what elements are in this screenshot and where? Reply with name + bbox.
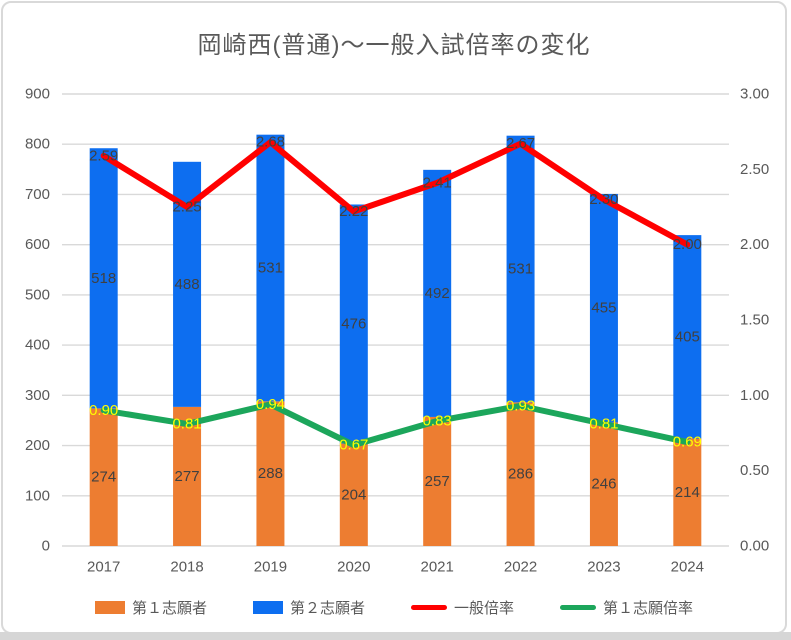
line-data-label: 0.83 [423, 412, 452, 429]
legend-item: 第２志願者 [252, 597, 365, 618]
bar-data-label: 204 [341, 486, 366, 503]
x-axis-category-label: 2023 [587, 559, 620, 576]
right-axis-tick-label: 3.00 [740, 86, 769, 103]
line-data-label: 2.30 [589, 191, 618, 208]
line-data-label: 2.67 [506, 135, 535, 152]
line-data-label: 2.41 [423, 174, 452, 191]
bar-segment-second-choice [89, 148, 118, 409]
x-axis-category-label: 2018 [170, 559, 203, 576]
left-axis-tick-label: 100 [25, 487, 50, 504]
x-axis-category-label: 2020 [337, 559, 370, 576]
bar-segment-first-choice [339, 443, 368, 546]
bar-segment-second-choice [506, 135, 535, 403]
left-axis-tick-label: 600 [25, 236, 50, 253]
bar-data-label: 531 [508, 261, 533, 278]
legend-bar-swatch [252, 601, 283, 614]
line-data-label: 2.25 [172, 199, 201, 216]
right-axis-tick-label: 0.50 [740, 462, 769, 479]
sheet-background-strip [0, 632, 791, 640]
legend-item: 第１志願倍率 [560, 597, 693, 618]
legend-line-swatch [560, 605, 597, 610]
bar-segment-second-choice [423, 169, 452, 417]
chart-legend: 第１志願者 第２志願者 一般倍率 第１志願倍率 [3, 597, 785, 618]
bar-data-label: 214 [675, 484, 700, 501]
bar-data-label: 405 [675, 328, 700, 345]
left-axis-tick-label: 700 [25, 186, 50, 203]
plot-area: 274 518 277 488 288 531 204 476 257 492 286 531 246 4… [25, 86, 769, 576]
right-axis-tick-label: 2.00 [740, 236, 769, 253]
legend-label: 第１志願倍率 [603, 600, 694, 617]
line-data-label: 0.67 [339, 437, 368, 454]
bar-data-label: 257 [425, 473, 450, 490]
x-axis-category-label: 2021 [421, 559, 454, 576]
line-data-label: 2.68 [256, 134, 285, 151]
legend-bar-swatch [94, 601, 125, 614]
left-axis-tick-label: 200 [25, 437, 50, 454]
bar-data-label: 488 [175, 276, 200, 293]
left-axis-tick-label: 0 [42, 538, 50, 555]
bar-data-label: 492 [425, 285, 450, 302]
line-data-label: 0.81 [589, 415, 618, 432]
bar-segment-first-choice [423, 416, 452, 546]
left-axis-tick-label: 900 [25, 86, 50, 103]
x-axis-category-label: 2024 [671, 559, 704, 576]
line-data-label: 2.22 [339, 203, 368, 220]
x-axis-category-label: 2022 [504, 559, 537, 576]
line-data-label: 2.00 [673, 236, 702, 253]
bar-segment-second-choice [589, 193, 618, 423]
right-axis-tick-label: 1.50 [740, 312, 769, 329]
x-axis-category-label: 2019 [254, 559, 287, 576]
bar-data-label: 286 [508, 466, 533, 483]
line-series-general-ratio [100, 139, 691, 248]
bar-data-label: 476 [341, 316, 366, 333]
bar-data-label: 518 [91, 270, 116, 287]
left-axis-tick-label: 300 [25, 387, 50, 404]
bar-data-label: 455 [591, 300, 616, 317]
line-series-first-choice-ratio [100, 401, 691, 449]
right-axis-tick-label: 0.00 [740, 538, 769, 555]
bar-data-label: 274 [91, 469, 116, 486]
x-axis-category-label: 2017 [87, 559, 120, 576]
bar-data-label: 288 [258, 465, 283, 482]
right-axis-tick-label: 2.50 [740, 161, 769, 178]
bar-segment-second-choice [673, 235, 702, 439]
right-axis-tick-label: 1.00 [740, 387, 769, 404]
bar-segment-first-choice [589, 422, 618, 546]
bar-data-label: 246 [591, 476, 616, 493]
legend-label: 一般倍率 [454, 600, 515, 617]
left-axis-tick-label: 400 [25, 337, 50, 354]
left-axis-tick-label: 800 [25, 136, 50, 153]
bar-segment-second-choice [256, 134, 285, 402]
bar-segment-first-choice [173, 406, 202, 546]
line-data-label: 2.59 [89, 147, 118, 164]
legend-line-swatch [411, 605, 447, 610]
legend-item: 一般倍率 [411, 597, 514, 618]
bar-segment-first-choice [673, 438, 702, 546]
line-data-label: 0.93 [506, 397, 535, 414]
legend-label: 第１志願者 [131, 600, 207, 617]
line-data-label: 0.69 [673, 434, 702, 451]
bar-segment-first-choice [256, 401, 285, 546]
bar-data-label: 531 [258, 260, 283, 277]
chart-title: 岡崎西(普通)～一般入試倍率の変化 [197, 32, 591, 59]
legend-label: 第２志願者 [289, 600, 365, 617]
line-data-label: 0.81 [172, 415, 201, 432]
left-axis-tick-label: 500 [25, 286, 50, 303]
line-data-label: 0.90 [89, 402, 118, 419]
legend-item: 第１志願者 [94, 597, 207, 618]
bar-segment-second-choice [339, 204, 368, 444]
bar-segment-first-choice [89, 408, 118, 546]
line-data-label: 0.94 [256, 396, 285, 413]
bar-data-label: 277 [175, 468, 200, 485]
bar-segment-first-choice [506, 402, 535, 546]
